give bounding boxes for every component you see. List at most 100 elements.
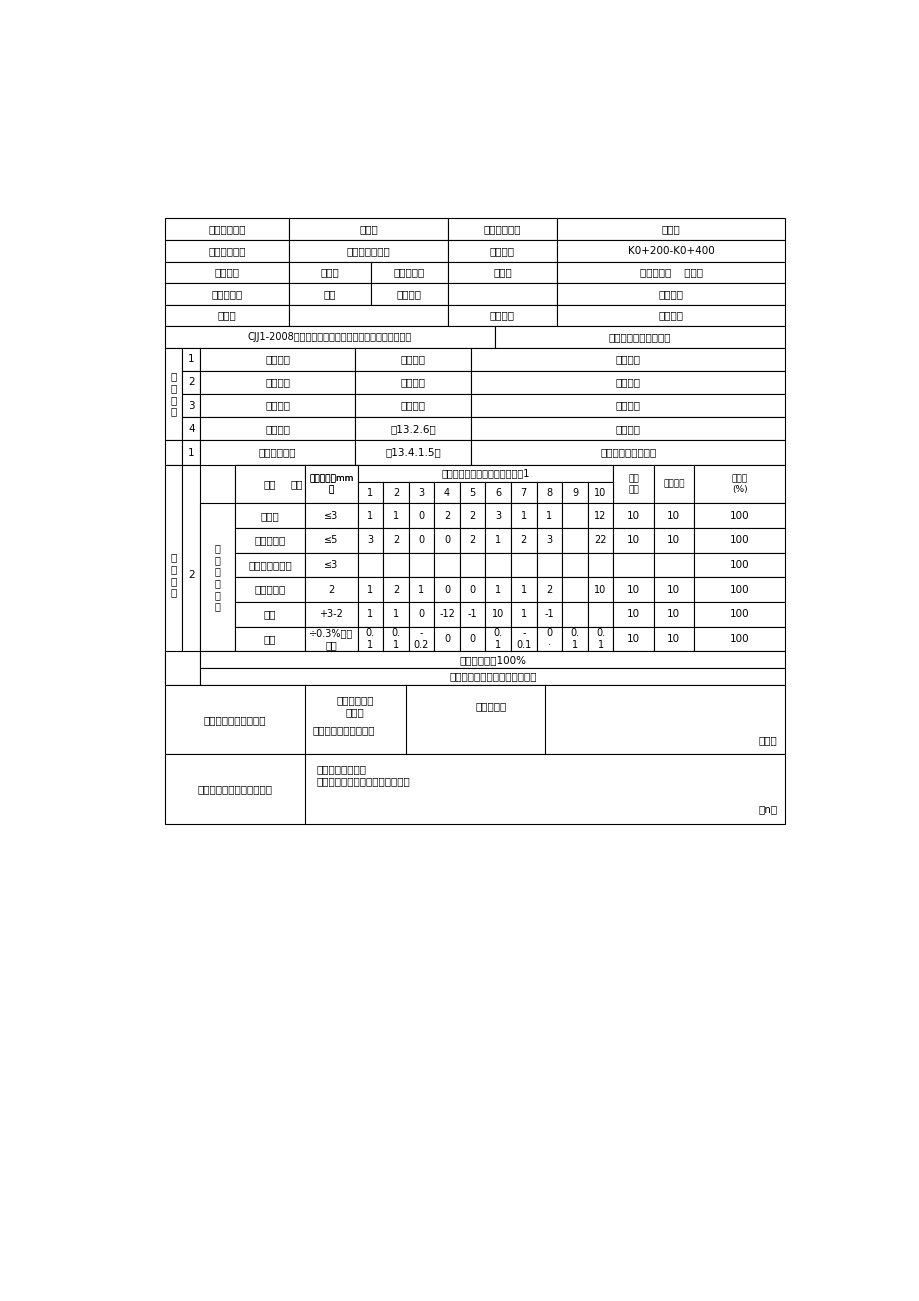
Text: 缝宽: 缝宽 [264, 609, 276, 619]
Bar [182, 347, 200, 371]
Text: 1: 1 [520, 584, 527, 595]
Text: 10: 10 [492, 609, 504, 619]
Text: 主
控
项
目: 主 控 项 目 [171, 372, 176, 416]
Text: 100: 100 [729, 511, 749, 520]
Bar [165, 755, 785, 824]
Bar [289, 284, 370, 304]
Bar [200, 418, 355, 440]
Text: 石材质量: 石材质量 [265, 354, 289, 364]
Bar [693, 528, 785, 553]
Text: 10: 10 [666, 609, 679, 619]
Bar [304, 602, 357, 627]
Text: 符合要求: 符合要求 [615, 377, 641, 388]
Bar [382, 602, 408, 627]
Bar [613, 528, 652, 553]
Text: 符合要求: 符合要求 [615, 401, 641, 411]
Bar [165, 440, 182, 464]
Text: 人行道: 人行道 [661, 224, 680, 234]
Text: 10: 10 [594, 488, 606, 497]
Text: -
0.2: - 0.2 [414, 628, 429, 649]
Text: 1: 1 [546, 511, 551, 520]
Bar [304, 553, 357, 578]
Text: 符合要求: 符合要求 [615, 424, 641, 433]
Text: 0.
1: 0. 1 [391, 628, 400, 649]
Bar [304, 578, 357, 602]
Bar [235, 464, 357, 503]
Text: 检查结果、实测点偏差值或实测1: 检查结果、实测点偏差值或实测1 [441, 468, 529, 479]
Bar [460, 528, 485, 553]
Bar [693, 578, 785, 602]
Text: 1: 1 [418, 584, 424, 595]
Bar [613, 627, 652, 652]
Bar [460, 627, 485, 652]
Text: 1: 1 [367, 584, 373, 595]
Text: 8: 8 [546, 488, 551, 497]
Text: 接缝高低差: 接缝高低差 [254, 584, 285, 595]
Bar [165, 464, 182, 686]
Text: 料石人行道铺装: 料石人行道铺装 [346, 246, 391, 256]
Bar [485, 602, 510, 627]
Text: 100: 100 [729, 609, 749, 619]
Bar [471, 418, 785, 440]
Bar [355, 347, 471, 371]
Text: 设计要求: 设计要求 [401, 401, 425, 411]
Bar [165, 327, 494, 347]
Bar [693, 627, 785, 652]
Bar [434, 627, 460, 652]
Bar [182, 418, 200, 440]
Text: 允许偏差（mm
）: 允许偏差（mm ） [309, 475, 353, 494]
Bar [485, 528, 510, 553]
Text: 施工单位检查评定结果: 施工单位检查评定结果 [204, 714, 267, 725]
Bar [693, 602, 785, 627]
Text: 袁伟: 袁伟 [323, 289, 336, 299]
Bar [587, 602, 613, 627]
Bar [556, 241, 785, 262]
Bar [510, 503, 536, 528]
Bar [289, 262, 370, 284]
Bar [460, 602, 485, 627]
Bar [182, 464, 200, 686]
Bar [510, 528, 536, 553]
Bar [357, 627, 382, 652]
Bar [460, 503, 485, 528]
Text: 10: 10 [594, 584, 606, 595]
Bar [235, 464, 304, 503]
Bar [355, 440, 471, 464]
Bar [355, 371, 471, 394]
Text: 检验日期: 检验日期 [658, 311, 683, 320]
Text: 第13.2.6条: 第13.2.6条 [390, 424, 436, 433]
Bar [200, 652, 785, 669]
Bar [182, 440, 200, 464]
Text: 0.
1: 0. 1 [570, 628, 579, 649]
Bar [562, 627, 587, 652]
Text: 10: 10 [626, 511, 640, 520]
Bar [235, 627, 304, 652]
Bar [165, 347, 182, 440]
Text: -
0.1: - 0.1 [516, 628, 531, 649]
Bar [562, 503, 587, 528]
Text: 交方班组: 交方班组 [397, 289, 422, 299]
Bar [587, 578, 613, 602]
Text: CJJ1-2008《城镇道路工程施工与质量验收规范》的规定: CJJ1-2008《城镇道路工程施工与质量验收规范》的规定 [247, 332, 412, 342]
Bar [562, 481, 587, 503]
Text: 1: 1 [520, 609, 527, 619]
Text: 1: 1 [187, 448, 195, 458]
Text: 合格点数: 合格点数 [663, 480, 684, 489]
Text: 0: 0 [444, 634, 449, 644]
Text: 2: 2 [546, 584, 552, 595]
Text: 100: 100 [729, 535, 749, 545]
Bar [652, 553, 693, 578]
Bar [165, 262, 289, 284]
Text: 3: 3 [494, 511, 501, 520]
Text: 允许偏差（mm
）: 允许偏差（mm ） [309, 475, 353, 494]
Text: 1: 1 [187, 354, 195, 364]
Bar [434, 528, 460, 553]
Text: 质量检验员: 质量检验员 [211, 289, 243, 299]
Bar [289, 241, 448, 262]
Text: 100: 100 [729, 584, 749, 595]
Bar [304, 528, 357, 553]
Text: +3-2: +3-2 [319, 609, 343, 619]
Bar [382, 578, 408, 602]
Text: 分项工程名称: 分项工程名称 [209, 246, 246, 256]
Text: 施工单位检查评定记录: 施工单位检查评定记录 [608, 332, 671, 342]
